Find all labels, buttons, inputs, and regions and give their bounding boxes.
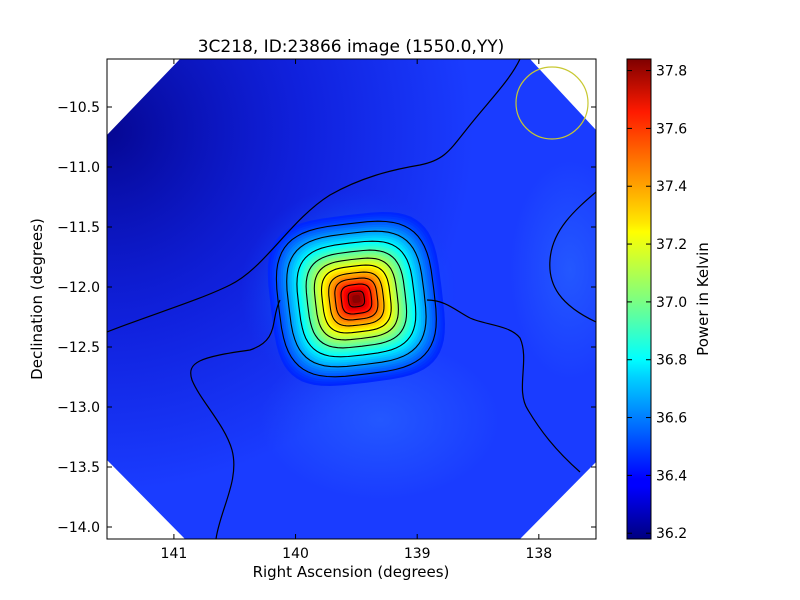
corner-mask-top-left [107, 59, 180, 135]
y-tick-label: −12.0 [57, 280, 100, 296]
y-tick-label: −14.0 [57, 520, 100, 536]
source-ring [352, 295, 361, 303]
y-axis-title: Declination (degrees) [28, 218, 46, 380]
colorbar-tick-label: 37.8 [656, 64, 687, 80]
contour-right-inner [426, 299, 471, 319]
x-tick-label: 138 [525, 546, 552, 562]
heatmap-right-patch [510, 160, 596, 380]
heatmap-plot-area [107, 59, 596, 539]
corner-mask-bottom-left [107, 460, 185, 539]
colorbar-ticks: 36.2 36.4 36.6 36.8 37.0 37.2 37.4 37.6 37.8 [627, 64, 687, 542]
colorbar-tick-label: 36.6 [656, 411, 687, 427]
corner-mask-bottom-right [520, 462, 596, 539]
colorbar-tick-label: 36.2 [656, 526, 687, 542]
x-tick-label: 140 [282, 546, 309, 562]
colorbar-tick-label: 37.4 [656, 179, 687, 195]
y-tick-label: −12.5 [57, 340, 100, 356]
colorbar-tick-label: 37.2 [656, 237, 687, 253]
contour-ring [320, 264, 392, 334]
contour-ring [340, 283, 373, 315]
contour-ring [296, 240, 417, 358]
x-axis-title: Right Ascension (degrees) [253, 563, 450, 581]
colorbar-tick-label: 37.0 [656, 295, 687, 311]
y-tick-label: −13.5 [57, 460, 100, 476]
x-axis-ticks: 141 140 139 138 [161, 59, 552, 562]
contour-ring [334, 277, 379, 321]
contour-outer-upper [107, 59, 521, 333]
y-tick-label: −11.0 [57, 160, 100, 176]
y-axis-ticks: −10.5 −11.0 −11.5 −12.0 −12.5 −13.0 −13.5 −14.0 [57, 100, 596, 536]
y-tick-label: −13.0 [57, 400, 100, 416]
y-tick-label: −10.5 [57, 100, 100, 116]
beam-circle [515, 66, 589, 140]
chart-title: 3C218, ID:23866 image (1550.0,YY) [198, 37, 505, 57]
contour-ring [328, 271, 385, 327]
plot-frame [106, 58, 597, 540]
contour-rings [275, 220, 437, 378]
x-tick-label: 139 [404, 546, 431, 562]
colorbar-tick-label: 36.8 [656, 353, 687, 369]
y-tick-label: −11.5 [57, 220, 100, 236]
contour-right-edge [549, 191, 596, 323]
contour-ring [275, 220, 437, 378]
contour-ring [305, 249, 408, 349]
contour-ring [286, 230, 427, 368]
contour-ring [313, 257, 399, 341]
colorbar-tick-label: 36.4 [656, 468, 687, 484]
x-tick-label: 141 [161, 546, 188, 562]
contour-outer-right [469, 317, 581, 473]
colorbar-tick-label: 37.6 [656, 121, 687, 137]
contour-ring [347, 290, 366, 308]
contour-outer-lower [190, 299, 281, 539]
colorbar [626, 58, 652, 540]
corner-mask-top-right [530, 59, 596, 130]
colorbar-title: Power in Kelvin [694, 242, 712, 356]
source-color-rings [267, 212, 445, 386]
contour-lines [107, 59, 596, 539]
